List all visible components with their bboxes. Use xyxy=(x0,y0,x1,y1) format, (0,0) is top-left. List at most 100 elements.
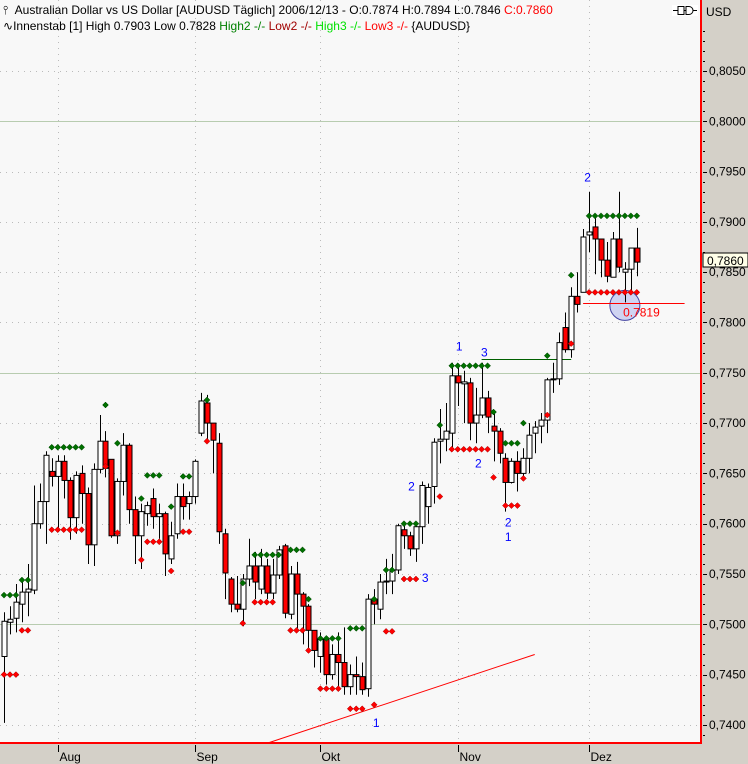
candle xyxy=(365,594,372,697)
high-level-dot xyxy=(609,212,617,220)
y-tick-label: 0,7800 xyxy=(709,316,746,330)
price-axis[interactable]: 0,7400 0,7450 0,7500 0,7550 0,7600 0,7650 0,77… xyxy=(703,31,746,736)
plot-area[interactable] xyxy=(0,0,701,743)
candle xyxy=(288,565,295,620)
candle xyxy=(311,629,318,668)
low-level-dot xyxy=(6,671,14,678)
candle xyxy=(532,421,539,454)
candle xyxy=(168,521,175,564)
candle xyxy=(210,422,217,474)
candle-body xyxy=(210,422,217,441)
candle-body xyxy=(604,259,611,277)
overlays: 0.7819 xyxy=(267,289,685,744)
candle-body xyxy=(144,505,151,515)
chart-title: ⫯ Australian Dollar vs US Dollar [AUDUSD… xyxy=(3,3,553,17)
y-tick-label: 0,7750 xyxy=(709,366,746,380)
candle-body xyxy=(246,565,253,580)
low-level-dot xyxy=(567,340,575,347)
high-level-dot xyxy=(114,439,121,447)
high-level-dot xyxy=(591,212,599,220)
candle-body xyxy=(628,247,635,270)
candle xyxy=(383,558,390,595)
candle-body xyxy=(425,486,432,508)
high-level-dot xyxy=(567,271,575,279)
candle xyxy=(150,488,157,529)
y-tick-label: 0,7400 xyxy=(709,718,746,732)
candle xyxy=(592,216,599,275)
high-level-dot xyxy=(137,495,145,502)
date-axis[interactable]: Aug Sep Okt Nov Dez xyxy=(58,745,612,764)
candle-body xyxy=(556,342,563,380)
low-level-dot xyxy=(484,445,491,453)
low-level-dot xyxy=(287,626,294,634)
candle xyxy=(467,377,474,441)
y-tick-label: 0,7450 xyxy=(709,668,746,682)
high-level-dot xyxy=(275,551,282,559)
candle-body xyxy=(311,629,318,651)
candle xyxy=(246,538,253,587)
candle xyxy=(431,438,438,504)
candle xyxy=(413,523,420,562)
high-level-dot xyxy=(167,503,175,510)
candle xyxy=(341,627,348,695)
candle xyxy=(37,483,44,529)
candle-body xyxy=(19,591,26,605)
low2-label: Low2 -/- xyxy=(268,19,316,33)
candle-body xyxy=(138,511,145,537)
high-level-dot xyxy=(615,212,623,220)
y-tick-label: 0,7900 xyxy=(709,215,746,229)
candle-body xyxy=(300,593,307,607)
candle-body xyxy=(294,573,301,595)
low-level-dot xyxy=(137,556,145,564)
candle xyxy=(479,362,486,419)
x-tick-label: Dez xyxy=(591,750,612,764)
chart-link-icon[interactable] xyxy=(672,5,698,16)
candle xyxy=(329,644,336,680)
candle xyxy=(180,483,187,520)
candle xyxy=(491,413,498,462)
candle-body xyxy=(43,454,50,503)
candle xyxy=(359,662,366,695)
indicator-legend[interactable]: ∿Innenstab [1] High 0.7903 Low 0.7828 Hi… xyxy=(3,19,470,33)
candle xyxy=(85,487,92,564)
candle-body xyxy=(497,430,504,454)
high-level-dot xyxy=(484,362,491,370)
candle-body xyxy=(180,496,187,508)
low-level-dot xyxy=(203,437,211,445)
candle xyxy=(55,455,62,529)
low-level-dot xyxy=(323,685,330,693)
low-level-dot xyxy=(520,475,527,482)
candle xyxy=(455,364,462,406)
candle-body xyxy=(520,457,527,474)
candle xyxy=(514,451,521,492)
candle xyxy=(222,528,229,600)
candle xyxy=(282,543,289,619)
low-level-dot xyxy=(502,502,509,509)
high-level-dot xyxy=(24,576,32,584)
candle-body xyxy=(455,375,462,384)
low-level-dot xyxy=(328,685,336,693)
low-level-dot xyxy=(597,288,605,296)
candle xyxy=(156,503,163,539)
candle xyxy=(497,428,504,464)
candle-body xyxy=(526,434,533,459)
candle xyxy=(25,563,32,617)
candle-body xyxy=(347,674,354,688)
high-level-dot xyxy=(12,591,20,599)
candles xyxy=(1,191,641,723)
low-level-dot xyxy=(472,445,479,453)
candle-body xyxy=(407,535,414,550)
candle xyxy=(443,402,450,452)
candle-body xyxy=(341,662,348,688)
candle-body xyxy=(49,470,56,477)
marker-line-label: 0.7819 xyxy=(623,305,660,319)
low-level-dot xyxy=(155,538,163,546)
low-level-dot xyxy=(346,705,354,713)
low-level-dot xyxy=(317,685,324,693)
candle xyxy=(395,523,402,574)
candle-body xyxy=(222,533,229,574)
candle xyxy=(628,247,635,293)
high-level-dot xyxy=(543,352,551,360)
